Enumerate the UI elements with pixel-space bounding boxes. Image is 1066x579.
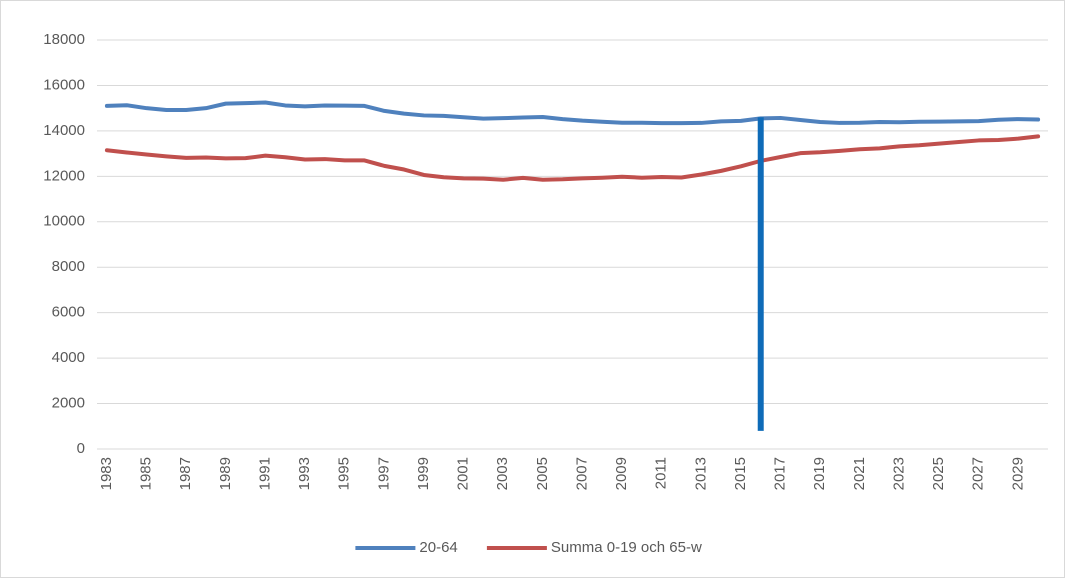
y-tick-label: 18000: [43, 31, 85, 48]
x-tick-label: 1983: [98, 457, 115, 490]
y-tick-label: 12000: [43, 167, 85, 184]
x-tick-label: 2019: [811, 457, 828, 490]
x-tick-label: 2017: [772, 457, 789, 490]
x-tick-label: 2001: [455, 457, 472, 490]
x-tick-label: 1989: [217, 457, 234, 490]
x-tick-label: 1997: [375, 457, 392, 490]
y-tick-label: 16000: [43, 76, 85, 93]
x-tick-label: 2015: [732, 457, 749, 490]
x-tick-label: 1991: [256, 457, 273, 490]
x-tick-label: 1993: [296, 457, 313, 490]
y-tick-label: 2000: [52, 395, 85, 412]
x-tick-label: 1999: [415, 457, 432, 490]
x-tick-label: 1987: [177, 457, 194, 490]
x-tick-label: 2005: [534, 457, 551, 490]
x-tick-label: 2009: [613, 457, 630, 490]
y-tick-label: 4000: [52, 349, 85, 366]
y-tick-label: 6000: [52, 304, 85, 321]
series-line: [104, 134, 1041, 182]
y-tick-label: 14000: [43, 122, 85, 139]
x-tick-label: 2013: [692, 457, 709, 490]
x-tick-label: 2025: [930, 457, 947, 490]
x-tick-label: 2007: [573, 457, 590, 490]
x-tick-label: 2027: [970, 457, 987, 490]
series-line: [104, 100, 1041, 126]
x-tick-label: 2011: [653, 457, 670, 489]
x-tick-label: 1985: [138, 457, 155, 490]
legend-label: Summa 0-19 och 65-w: [551, 539, 702, 556]
x-tick-label: 2021: [851, 457, 868, 490]
y-tick-label: 8000: [52, 258, 85, 275]
y-tick-label: 0: [77, 440, 85, 457]
x-tick-label: 2003: [494, 457, 511, 490]
legend-label: 20-64: [419, 539, 457, 556]
x-tick-label: 2023: [890, 457, 907, 490]
x-tick-label: 1995: [336, 457, 353, 490]
y-tick-label: 10000: [43, 213, 85, 230]
x-tick-label: 2029: [1009, 457, 1026, 490]
